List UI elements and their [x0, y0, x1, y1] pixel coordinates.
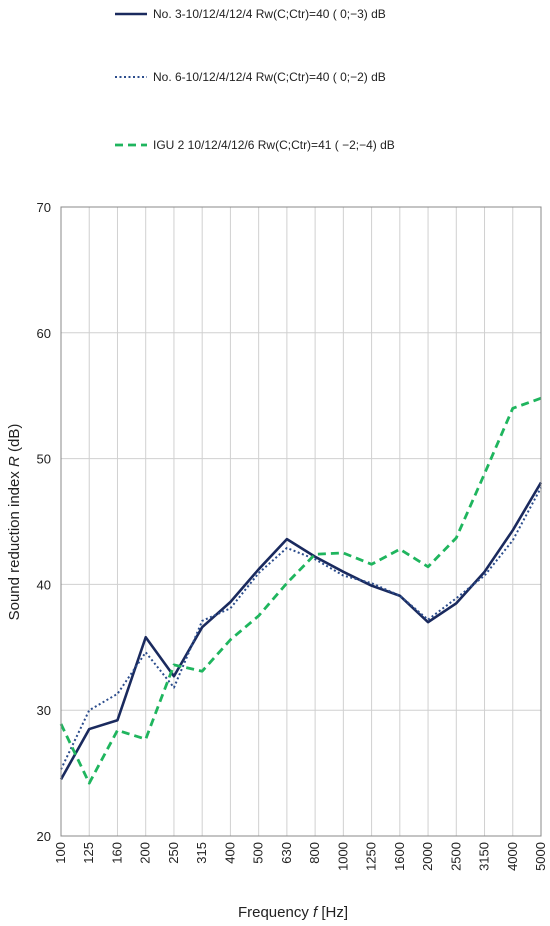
x-tick-label: 200 — [138, 842, 153, 864]
legend-label-3: IGU 2 10/12/4/12/6 Rw(C;Ctr)=41 ( −2;−4)… — [153, 138, 395, 152]
legend-label-2: No. 6-10/12/4/12/4 Rw(C;Ctr)=40 ( 0;−2) … — [153, 70, 386, 84]
series-line-1 — [59, 481, 543, 781]
x-tick-label: 100 — [53, 842, 68, 864]
x-axis-label: Frequency f [Hz] — [238, 904, 348, 921]
series-line-2 — [60, 487, 542, 770]
x-tick-label: 400 — [222, 842, 237, 864]
x-tick-label: 315 — [194, 842, 209, 864]
y-tick-label: 50 — [37, 452, 51, 467]
series-layer — [59, 396, 543, 785]
x-tick-label: 2000 — [420, 842, 435, 871]
x-tick-label: 1600 — [392, 842, 407, 871]
x-tick-label: 250 — [166, 842, 181, 864]
x-tick-label: 1250 — [364, 842, 379, 871]
grid — [60, 206, 542, 837]
series-line-3 — [59, 396, 542, 785]
y-tick-labels: 20 30 40 50 60 70 — [37, 200, 51, 844]
x-tick-label: 1000 — [335, 842, 350, 871]
x-tick-label: 3150 — [477, 842, 492, 871]
x-tick-label: 125 — [81, 842, 96, 864]
x-tick-label: 4000 — [505, 842, 520, 871]
y-axis-label: Sound reduction index R (dB) — [6, 424, 23, 621]
x-tick-label: 630 — [279, 842, 294, 864]
y-tick-label: 20 — [37, 829, 51, 844]
legend: No. 3-10/12/4/12/4 Rw(C;Ctr)=40 ( 0;−3) … — [115, 7, 395, 152]
x-tick-label: 500 — [251, 842, 266, 864]
x-tick-label: 2500 — [448, 842, 463, 871]
legend-label-1: No. 3-10/12/4/12/4 Rw(C;Ctr)=40 ( 0;−3) … — [153, 7, 386, 21]
y-tick-label: 70 — [37, 200, 51, 215]
y-tick-label: 40 — [37, 577, 51, 592]
x-tick-label: 5000 — [533, 842, 548, 871]
y-tick-label: 60 — [37, 326, 51, 341]
x-tick-labels: 100 125 160 200 250 315 400 500 630 800 1000 1250 16… — [53, 842, 548, 871]
plot-frame — [60, 206, 542, 837]
x-tick-label: 800 — [307, 842, 322, 864]
x-tick-label: 160 — [109, 842, 124, 864]
y-tick-label: 30 — [37, 703, 51, 718]
